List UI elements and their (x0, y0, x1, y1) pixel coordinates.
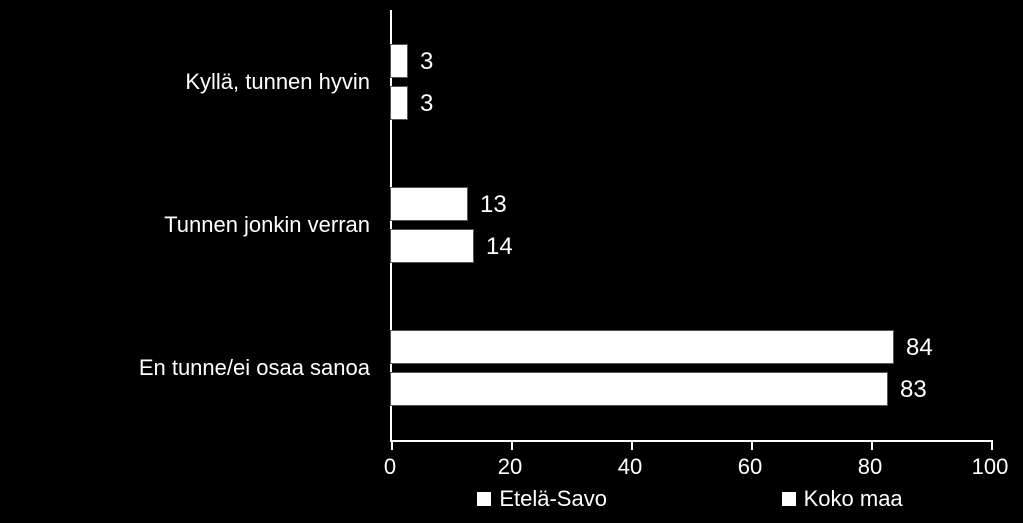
x-tick (511, 440, 513, 450)
x-tick-label: 60 (738, 454, 762, 480)
value-label: 84 (906, 334, 933, 362)
bar (390, 187, 468, 221)
category-label: En tunne/ei osaa sanoa (0, 355, 370, 381)
bar (390, 44, 408, 78)
legend-item: Koko maa (782, 485, 903, 512)
category-label: Tunnen jonkin verran (0, 212, 370, 238)
bar (390, 330, 894, 364)
x-tick-label: 20 (498, 454, 522, 480)
bar (390, 86, 408, 120)
x-tick-label: 40 (618, 454, 642, 480)
x-tick (391, 440, 393, 450)
legend-item: Etelä-Savo (477, 485, 607, 512)
legend-label: Etelä-Savo (499, 486, 607, 511)
x-tick-label: 0 (384, 454, 396, 480)
value-label: 3 (420, 48, 433, 76)
value-label: 3 (420, 90, 433, 118)
x-tick (991, 440, 993, 450)
value-label: 83 (900, 376, 927, 404)
bar (390, 229, 474, 263)
category-label: Kyllä, tunnen hyvin (0, 69, 370, 95)
bar (390, 372, 888, 406)
x-tick (871, 440, 873, 450)
legend: Etelä-Savo Koko maa (390, 485, 990, 512)
value-label: 13 (480, 191, 507, 219)
x-tick-label: 100 (972, 454, 1009, 480)
legend-label: Koko maa (804, 486, 903, 511)
legend-swatch (477, 492, 491, 506)
x-tick (751, 440, 753, 450)
x-tick (631, 440, 633, 450)
x-tick-label: 80 (858, 454, 882, 480)
value-label: 14 (486, 233, 513, 261)
legend-swatch (782, 492, 796, 506)
